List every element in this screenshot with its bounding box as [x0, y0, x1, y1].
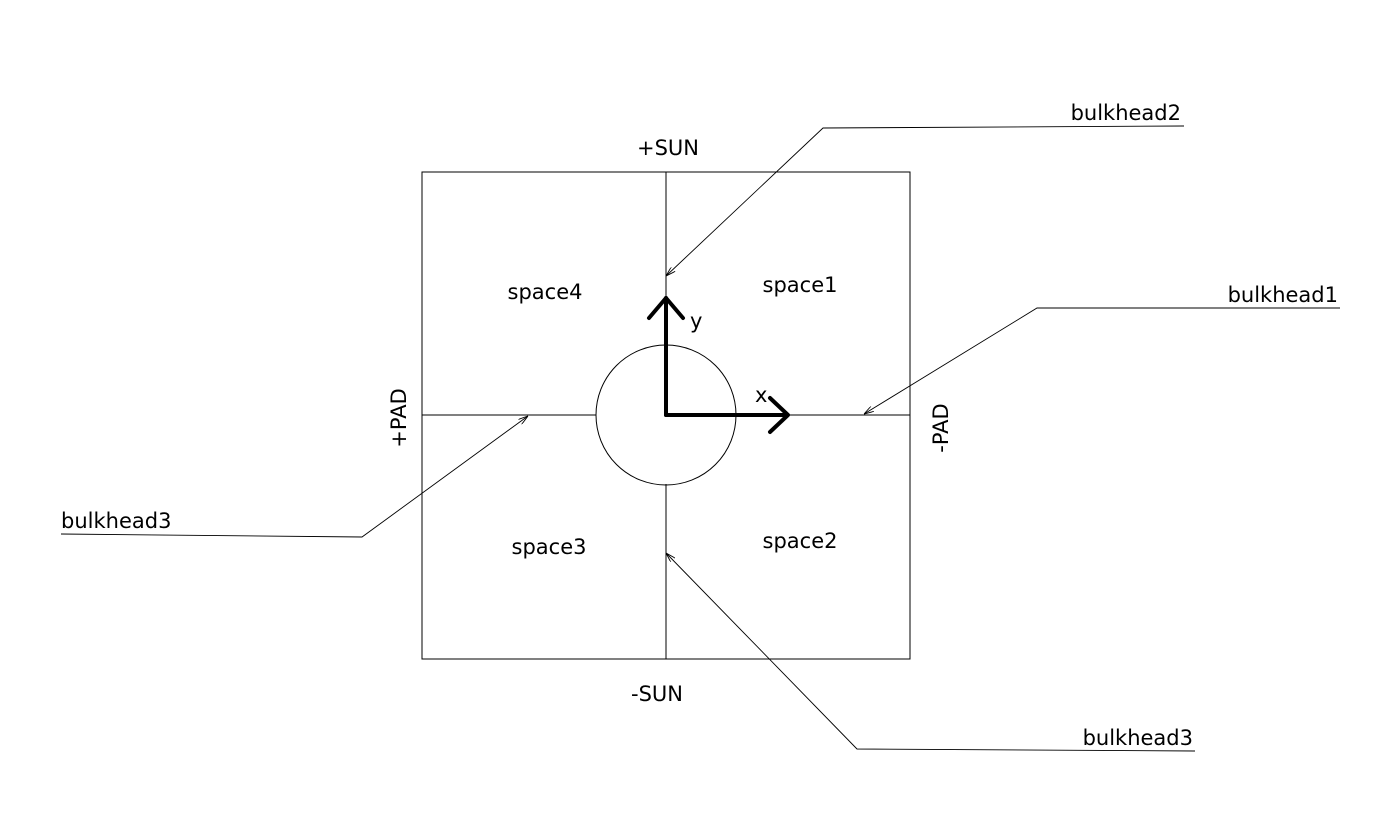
side-label-left: +PAD [387, 388, 411, 447]
x-axis-label: x [755, 383, 767, 407]
x-axis-arrowhead [768, 396, 790, 434]
callout-label-top-right: bulkhead2 [1071, 101, 1181, 125]
callout-leader-right [864, 307, 1340, 414]
callout-label-left: bulkhead3 [61, 509, 171, 533]
y-axis-label: y [690, 309, 702, 333]
side-label-bottom: -SUN [631, 682, 683, 706]
side-label-right: -PAD [929, 403, 953, 452]
callout-leader-top-right [666, 125, 1185, 276]
y-axis-arrowhead [647, 296, 685, 320]
space-label-upper-left: space4 [508, 280, 583, 304]
space-label-lower-left: space3 [512, 535, 587, 559]
side-label-top: +SUN [637, 136, 699, 160]
callout-label-right: bulkhead1 [1228, 283, 1338, 307]
callout-leader-bottom-right [666, 553, 1196, 752]
space-label-lower-right: space2 [763, 529, 838, 553]
space-label-upper-right: space1 [763, 273, 838, 297]
callout-label-bottom-right: bulkhead3 [1083, 726, 1193, 750]
callout-leader-left [60, 416, 528, 538]
